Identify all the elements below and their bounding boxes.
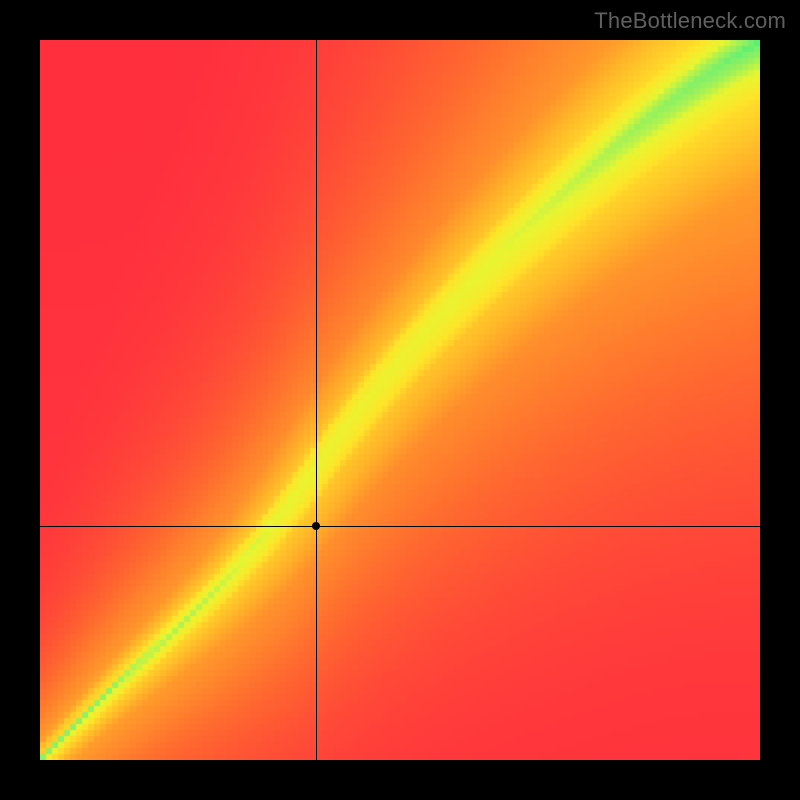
crosshair-dot xyxy=(312,522,320,530)
crosshair-horizontal xyxy=(40,526,760,527)
plot-area xyxy=(40,40,760,760)
crosshair-vertical xyxy=(316,40,317,760)
watermark: TheBottleneck.com xyxy=(594,8,786,34)
heatmap-canvas xyxy=(40,40,760,760)
